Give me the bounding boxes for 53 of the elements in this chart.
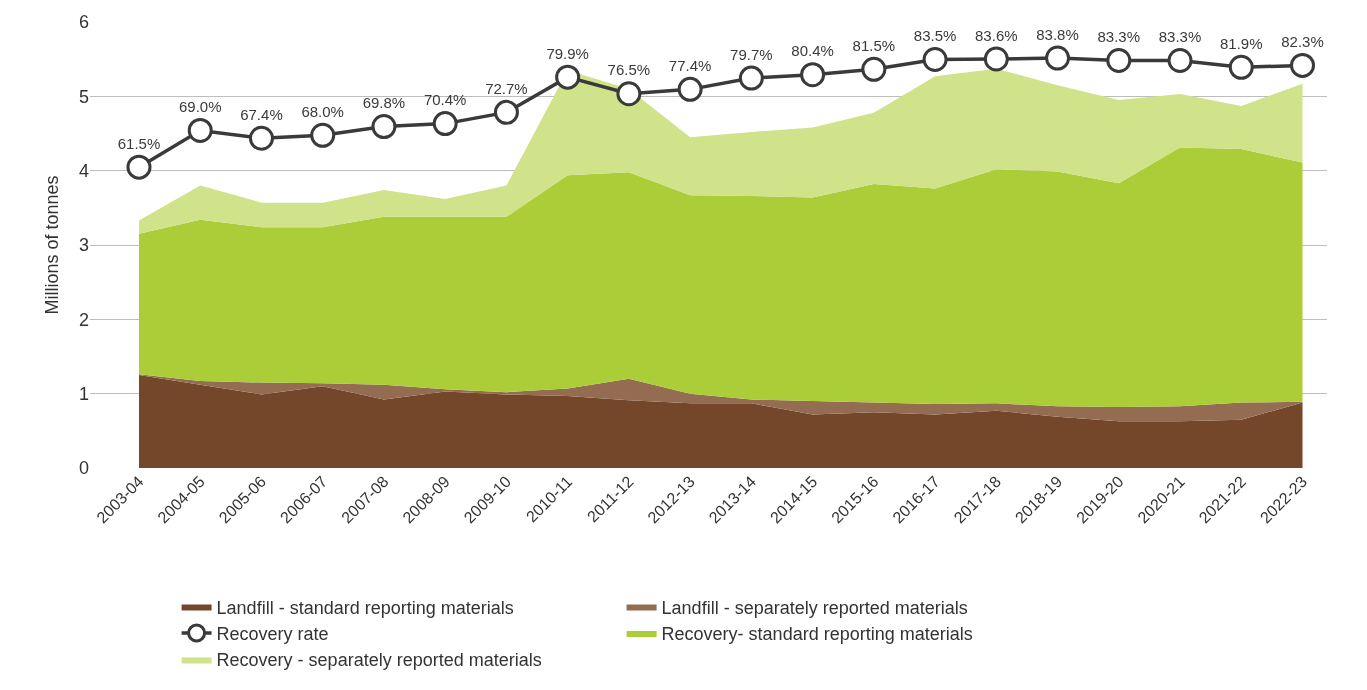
legend-label: Recovery- standard reporting materials [661,624,973,645]
legend-label: Landfill - standard reporting materials [216,597,514,618]
point [922,47,948,73]
point [493,99,519,125]
point [310,122,336,148]
data-label: 83.5% [913,27,957,45]
data-label: 83.3% [1097,28,1141,45]
legend-label: Recovery - separately reported materials [216,650,542,671]
point [677,76,703,102]
y-tick-label: 0 [78,458,89,479]
data-label: 69.8% [362,94,406,112]
point [371,114,397,140]
data-label: 70.4% [423,91,467,109]
y-tick-label: 3 [78,235,89,256]
point [187,117,213,143]
legend-label: Recovery rate [216,624,329,645]
point [432,111,458,137]
data-label: 77.4% [668,56,712,74]
data-label: 67.4% [240,105,283,123]
point [983,46,1009,72]
data-label: 61.5% [117,134,161,152]
point [555,64,581,90]
y-tick-label: 1 [78,383,89,404]
data-label: 83.8% [1036,25,1079,43]
data-label: 72.7% [485,79,528,97]
point [1167,48,1193,73]
data-label: 83.6% [975,26,1018,44]
data-label: 79.7% [730,45,773,63]
y-tick-label: 6 [78,12,89,33]
point [616,81,642,107]
point [800,62,826,88]
data-label: 80.4% [791,42,834,60]
point [738,65,764,91]
point [126,154,152,180]
data-label: 76.5% [607,61,651,79]
point [861,56,887,82]
data-label: 68.0% [301,102,344,120]
data-label: 81.5% [852,36,896,54]
data-label: 69.0% [178,97,222,115]
y-tick-label: 5 [78,86,89,107]
legend-label: Landfill - separately reported materials [661,597,968,618]
point [248,125,274,151]
data-label: 82.3% [1281,32,1324,50]
point [1228,54,1254,80]
y-tick-label: 4 [78,160,89,181]
y-axis-title: Millions of tonnes [42,175,63,315]
y-tick-label: 2 [78,309,89,330]
data-label: 83.3% [1158,28,1202,45]
data-label: 81.9% [1220,34,1263,52]
point [1290,52,1315,78]
point [1106,48,1132,73]
data-label: 79.9% [546,44,589,62]
point [1045,45,1071,71]
